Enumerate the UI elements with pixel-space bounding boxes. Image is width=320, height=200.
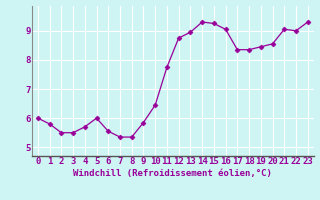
- X-axis label: Windchill (Refroidissement éolien,°C): Windchill (Refroidissement éolien,°C): [73, 169, 272, 178]
